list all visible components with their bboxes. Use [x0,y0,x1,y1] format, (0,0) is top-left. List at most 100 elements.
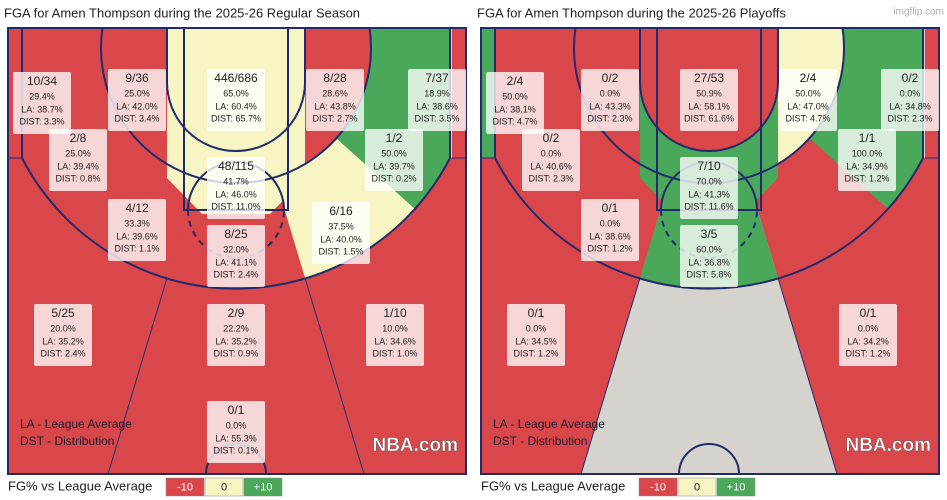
zone-label-box [881,69,939,131]
zone-league-avg: LA: 40.0% [320,234,362,244]
legend-label: 0 [221,481,227,493]
footnote: DST - Distribution [493,434,587,448]
zone-league-avg: LA: 34.9% [846,161,888,171]
zone-label-box [366,304,424,366]
zone-distribution: DIST: 2.4% [40,348,85,358]
zone-pct: 0.0% [900,88,921,98]
zone-league-avg: LA: 46.0% [215,189,257,199]
restricted-arc [639,28,779,152]
zone-pct: 50.9% [696,88,722,98]
zone-distribution: DIST: 11.0% [211,201,260,211]
zone-pct: 60.0% [696,244,722,254]
zone-distribution: DIST: 65.7% [211,113,261,123]
restricted-arc [166,28,306,152]
zone-shots: 10/34 [27,74,57,88]
zone-shots: 1/2 [386,131,403,145]
zone-shots: 8/28 [323,71,347,85]
legend-label: 0 [694,481,700,493]
zone-boundary [8,157,466,474]
zone-distribution: DIST: 1.2% [587,243,632,253]
zone-label-box [581,199,639,261]
zone-pct: 0.0% [526,323,547,333]
zone-distribution: DIST: 3.5% [414,113,459,123]
zone-pct: 0.0% [226,420,247,430]
panel-title: FGA for Amen Thompson during the 2025-26… [477,5,786,20]
zone-label-box [13,72,71,134]
zone-label-box [207,401,265,463]
zone-pct: 37.5% [328,221,354,231]
court: 10/34 29.4% LA: 38.7% DIST: 3.3% 7/37 18.9% LA… [7,27,467,475]
zone-pct: 28.6% [322,88,348,98]
zone-distribution: DIST: 0.9% [213,348,258,358]
court-border [480,27,940,475]
zone-label-box [839,304,897,366]
zone-distribution: DIST: 3.4% [114,113,159,123]
zone-league-avg: LA: 34.5% [515,336,557,346]
zone-shots: 8/25 [224,227,248,241]
zone-shots: 0/1 [528,306,545,320]
zone-pct: 22.2% [223,323,249,333]
zone-pct: 50.0% [795,88,821,98]
zone-pct: 100.0% [852,148,883,158]
legend-title: FG% vs League Average [481,478,625,493]
zone-distribution: DIST: 0.1% [213,445,258,455]
legend-swatch [204,477,244,497]
zone-league-avg: LA: 41.3% [688,189,730,199]
zone-distribution: DIST: 4.7% [785,113,830,123]
zone-label-box [522,129,580,191]
zone-shots: 2/4 [800,71,817,85]
zone-shots: 1/10 [383,306,407,320]
zone-league-avg: LA: 39.6% [116,231,158,241]
legend-swatch [165,477,205,497]
legend-swatch [716,477,756,497]
zone-distribution: DIST: 1.2% [513,348,558,358]
court: 2/4 50.0% LA: 38.1% DIST: 4.7% 0/2 0.0% LA: 34… [480,27,940,475]
zone-pct: 41.7% [223,176,249,186]
zone-pct: 29.4% [29,91,55,101]
zone-pct: 50.0% [381,148,407,158]
zone-league-avg: LA: 39.7% [373,161,415,171]
zone-distribution: DIST: 1.0% [372,348,417,358]
zone-shots: 48/115 [218,159,254,173]
zone-league-avg: LA: 39.4% [57,161,99,171]
zone-label-box [207,69,265,131]
zone-label-box [680,69,738,131]
zone-pct: 25.0% [124,88,150,98]
court-border [7,27,467,475]
zone-shots: 27/53 [694,71,724,85]
zone-shots: 2/4 [507,74,524,88]
zone-distribution: DIST: 61.6% [684,113,734,123]
zone-league-avg: LA: 38.1% [494,104,536,114]
zone-label-box [306,69,364,131]
zone-shots: 6/16 [329,204,353,218]
zone-distribution: DIST: 0.2% [371,173,416,183]
zone-league-avg: LA: 40.6% [530,161,572,171]
zone-shots: 7/10 [697,159,721,173]
zone-league-avg: LA: 34.8% [889,101,931,111]
zone-label-box [207,157,265,219]
zone-league-avg: LA: 34.2% [847,336,889,346]
zone-pct: 25.0% [65,148,91,158]
zone-league-avg: LA: 38.6% [589,231,631,241]
zone-shots: 7/37 [425,71,449,85]
legend-swatch [243,477,283,497]
zone-league-avg: LA: 36.8% [688,257,730,267]
zone-league-avg: LA: 38.7% [21,104,63,114]
legend-swatch [638,477,678,497]
footnote: LA - League Average [493,417,605,431]
zone-pct: 0.0% [600,218,621,228]
zone-league-avg: LA: 58.1% [688,101,730,111]
center-circle [678,443,740,474]
zone-label-box [581,69,639,131]
zone-distribution: DIST: 4.7% [492,116,537,126]
zone-pct: 70.0% [696,176,722,186]
zone-league-avg: LA: 41.1% [215,257,257,267]
zone-shots: 1/1 [859,131,876,145]
zone-distribution: DIST: 2.4% [213,269,258,279]
zone-distribution: DIST: 5.8% [686,269,731,279]
legend-swatch [677,477,717,497]
footnote: LA - League Average [20,417,132,431]
zone-label-box [207,304,265,366]
zone-shots: 2/8 [70,131,87,145]
